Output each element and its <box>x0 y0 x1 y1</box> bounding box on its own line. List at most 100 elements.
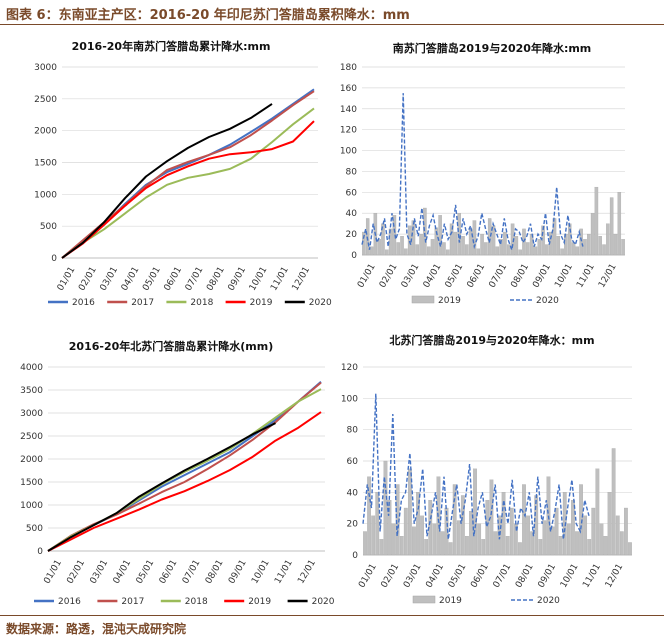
legend-label: 2020 <box>536 296 559 306</box>
bar-2019 <box>465 244 469 256</box>
bar-2019 <box>566 523 571 556</box>
bar-2019 <box>369 246 374 256</box>
x-tick-label: 07/01 <box>492 562 514 589</box>
bar-2019 <box>554 507 559 556</box>
y-tick-label: 3000 <box>34 63 57 73</box>
bar-2019 <box>541 225 545 256</box>
x-tick-label: 01/01 <box>42 558 64 585</box>
y-tick-label: 160 <box>340 84 357 94</box>
x-tick-label: 05/01 <box>444 262 466 289</box>
bar-2019 <box>587 539 592 556</box>
x-tick-label: 06/01 <box>469 562 491 589</box>
x-tick-label: 12/01 <box>597 262 619 289</box>
bar-2019 <box>387 500 392 556</box>
legend-label: 2019 <box>248 597 271 607</box>
bar-2019 <box>426 246 431 256</box>
x-tick-label: 09/01 <box>537 562 559 589</box>
bar-2019 <box>392 215 397 256</box>
bar-2019 <box>534 495 539 556</box>
y-tick-label: 60 <box>346 188 358 198</box>
bar-2019 <box>621 239 625 256</box>
bar-2019 <box>556 236 561 256</box>
y-tick-label: 2500 <box>20 432 43 442</box>
bar-2019 <box>460 495 465 556</box>
y-tick-label: 140 <box>340 105 357 115</box>
legend-label: 2019 <box>250 298 273 308</box>
series-line-2019 <box>61 120 315 259</box>
bar-2019 <box>619 531 624 556</box>
bar-2019 <box>615 515 620 556</box>
x-tick-label: 07/01 <box>488 262 510 289</box>
bar-2019 <box>542 520 547 556</box>
source-note: 数据来源：路透，混沌天成研究院 <box>6 622 187 636</box>
x-tick-label: 07/01 <box>184 265 206 292</box>
series-line-2018 <box>61 107 315 259</box>
legend-swatch-2019 <box>411 295 435 304</box>
bar-2019 <box>484 242 488 256</box>
x-tick-label: 06/01 <box>466 262 488 289</box>
x-tick-label: 09/01 <box>227 265 249 292</box>
bar-2019 <box>594 186 599 256</box>
legend-label: 2017 <box>121 597 144 607</box>
series-line-2020 <box>361 93 584 253</box>
bar-2019 <box>611 448 616 556</box>
bar-2019 <box>505 536 510 556</box>
x-tick-label: 12/01 <box>604 562 626 589</box>
bottom-rule <box>0 615 664 616</box>
y-tick-label: 60 <box>347 457 359 467</box>
legend-label: 2018 <box>185 597 208 607</box>
x-tick-label: 04/01 <box>120 265 142 292</box>
bar-2019 <box>493 531 498 556</box>
y-tick-label: 0 <box>37 547 43 557</box>
bar-2019 <box>613 233 618 256</box>
bar-2019 <box>533 246 538 256</box>
y-tick-label: 80 <box>346 167 358 177</box>
bar-2019 <box>416 492 420 556</box>
x-tick-label: 04/01 <box>424 562 446 589</box>
x-tick-label: 08/01 <box>205 265 227 292</box>
bar-2019 <box>518 542 522 556</box>
y-tick-label: 2000 <box>20 455 43 465</box>
bar-2019 <box>509 507 514 556</box>
bar-2019 <box>485 500 490 556</box>
bar-2019 <box>558 536 563 556</box>
y-tick-label: 1500 <box>34 159 57 169</box>
bar-2019 <box>575 531 579 556</box>
bar-2019 <box>501 492 506 556</box>
bar-2019 <box>623 507 628 556</box>
bar-2019 <box>399 536 404 556</box>
bar-2019 <box>550 526 555 556</box>
bar-2019 <box>465 536 469 556</box>
bar-2019 <box>468 228 473 256</box>
y-tick-label: 120 <box>341 363 358 373</box>
bar-2019 <box>432 523 437 556</box>
bar-2019 <box>591 507 596 556</box>
bar-2019 <box>396 242 400 256</box>
y-tick-label: 4000 <box>20 363 43 373</box>
bar-2019 <box>567 223 572 256</box>
y-tick-label: 20 <box>347 520 359 530</box>
bar-2019 <box>595 468 600 556</box>
bar-2019 <box>575 246 580 256</box>
x-tick-label: 05/01 <box>135 558 157 585</box>
y-tick-label: 500 <box>40 222 57 232</box>
x-tick-label: 11/01 <box>581 562 603 589</box>
bar-2019 <box>545 244 549 256</box>
y-tick-label: 80 <box>347 426 359 436</box>
bar-2019 <box>477 523 482 556</box>
bar-2019 <box>415 244 420 256</box>
series-line-2017 <box>47 381 322 552</box>
bar-2019 <box>503 231 507 256</box>
bar-2019 <box>598 236 602 256</box>
chart-title: 北苏门答腊岛2019与2020年降水：mm <box>389 333 594 347</box>
x-tick-label: 11/01 <box>273 558 295 585</box>
bar-2019 <box>606 223 610 256</box>
bar-2019 <box>440 531 445 556</box>
x-tick-label: 12/01 <box>291 265 313 292</box>
legend-label: 2016 <box>72 298 95 308</box>
bar-2019 <box>446 249 450 256</box>
bar-2019 <box>407 468 412 556</box>
legend-label: 2020 <box>312 597 335 607</box>
x-tick-label: 11/01 <box>575 262 597 289</box>
y-tick-label: 1500 <box>20 478 43 488</box>
